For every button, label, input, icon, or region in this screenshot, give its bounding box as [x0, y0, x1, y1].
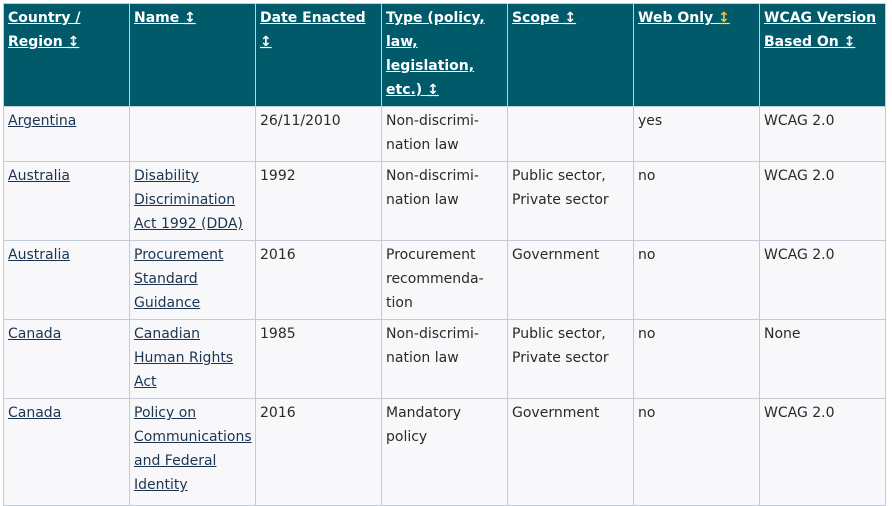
sort-arrow-icon: ↕	[564, 10, 577, 26]
country-link[interactable]: Canada	[8, 405, 62, 421]
cell-country: Australia	[3, 161, 130, 241]
sort-arrow-icon: ↕	[184, 10, 196, 26]
cell-name	[129, 106, 256, 162]
cell-date: 2016	[255, 398, 382, 506]
cell-scope: Government	[507, 398, 634, 506]
cell-type: Non-discrimi­nation law	[381, 319, 508, 399]
table-row: Argentina 26/11/2010 Non-discrimi­nation…	[3, 106, 886, 162]
header-label: Date Enacted	[260, 10, 366, 26]
cell-type: Mandatory policy	[381, 398, 508, 506]
sort-arrow-icon: ↕	[843, 34, 856, 50]
header-name[interactable]: Name ↕	[129, 3, 256, 107]
sort-wcag-link[interactable]: WCAG Version Based On ↕	[764, 10, 876, 50]
policy-name-link[interactable]: Canadian Human Rights Act	[134, 326, 234, 390]
sort-web-only-link[interactable]: Web Only ↕	[638, 10, 730, 26]
cell-date: 1992	[255, 161, 382, 241]
cell-country: Australia	[3, 240, 130, 320]
sort-date-link[interactable]: Date Enacted ↕	[260, 10, 366, 50]
sort-arrow-icon: ↕	[260, 34, 272, 50]
laws-policies-table: Country / Region ↕ Name ↕ Date Enacted ↕…	[3, 3, 886, 506]
cell-country: Canada	[3, 398, 130, 506]
cell-wcag: None	[759, 319, 886, 399]
cell-date: 1985	[255, 319, 382, 399]
cell-web-only: no	[633, 319, 760, 399]
cell-country: Argentina	[3, 106, 130, 162]
table-row: Canada Policy on Communications and Fede…	[3, 398, 886, 506]
cell-scope: Public sector, Private sector	[507, 161, 634, 241]
header-scope[interactable]: Scope ↕	[507, 3, 634, 107]
cell-scope	[507, 106, 634, 162]
cell-name: Policy on Communications and Federal Ide…	[129, 398, 256, 506]
header-label: Type (policy, law, legislation, etc.)	[386, 10, 485, 98]
header-label: WCAG Version Based On	[764, 10, 877, 50]
header-label: Scope	[512, 10, 560, 26]
sort-arrow-icon: ↕	[67, 34, 80, 50]
table-row: Australia Disability Discrimination Act …	[3, 161, 886, 241]
sort-arrow-icon: ↕	[427, 82, 439, 98]
header-country[interactable]: Country / Region ↕	[3, 3, 130, 107]
header-date[interactable]: Date Enacted ↕	[255, 3, 382, 107]
cell-name: Canadian Human Rights Act	[129, 319, 256, 399]
sort-country-link[interactable]: Country / Region ↕	[8, 10, 81, 50]
sort-type-link[interactable]: Type (policy, law, legislation, etc.) ↕	[386, 10, 485, 98]
cell-name: Procurement Standard Guidance	[129, 240, 256, 320]
cell-web-only: no	[633, 398, 760, 506]
cell-wcag: WCAG 2.0	[759, 106, 886, 162]
policy-name-link[interactable]: Policy on Communications and Federal Ide…	[134, 405, 252, 493]
policy-name-link[interactable]: Disability Discrimination Act 1992 (DDA)	[134, 168, 243, 232]
cell-web-only: yes	[633, 106, 760, 162]
cell-web-only: no	[633, 161, 760, 241]
cell-wcag: WCAG 2.0	[759, 161, 886, 241]
header-label: Country / Region	[8, 10, 81, 50]
cell-name: Disability Discrimination Act 1992 (DDA)	[129, 161, 256, 241]
sort-arrow-icon: ↕	[718, 10, 730, 26]
cell-wcag: WCAG 2.0	[759, 240, 886, 320]
country-link[interactable]: Australia	[8, 247, 70, 263]
cell-type: Procurement recommenda­tion	[381, 240, 508, 320]
header-label: Web Only	[638, 10, 714, 26]
sort-scope-link[interactable]: Scope ↕	[512, 10, 576, 26]
policy-name-link[interactable]: Procurement Standard Guidance	[134, 247, 224, 311]
cell-wcag: WCAG 2.0	[759, 398, 886, 506]
header-wcag[interactable]: WCAG Version Based On ↕	[759, 3, 886, 107]
header-label: Name	[134, 10, 180, 26]
cell-scope: Public sector, Private sector	[507, 319, 634, 399]
cell-scope: Government	[507, 240, 634, 320]
cell-web-only: no	[633, 240, 760, 320]
header-web-only[interactable]: Web Only ↕	[633, 3, 760, 107]
cell-date: 2016	[255, 240, 382, 320]
country-link[interactable]: Canada	[8, 326, 62, 342]
cell-type: Non-discrimi­nation law	[381, 106, 508, 162]
country-link[interactable]: Australia	[8, 168, 70, 184]
sort-name-link[interactable]: Name ↕	[134, 10, 196, 26]
cell-country: Canada	[3, 319, 130, 399]
cell-date: 26/11/2010	[255, 106, 382, 162]
header-row: Country / Region ↕ Name ↕ Date Enacted ↕…	[3, 3, 886, 107]
table-row: Australia Procurement Standard Guidance …	[3, 240, 886, 320]
cell-type: Non-discrimi­nation law	[381, 161, 508, 241]
table-row: Canada Canadian Human Rights Act 1985 No…	[3, 319, 886, 399]
country-link[interactable]: Argentina	[8, 113, 77, 129]
header-type[interactable]: Type (policy, law, legislation, etc.) ↕	[381, 3, 508, 107]
